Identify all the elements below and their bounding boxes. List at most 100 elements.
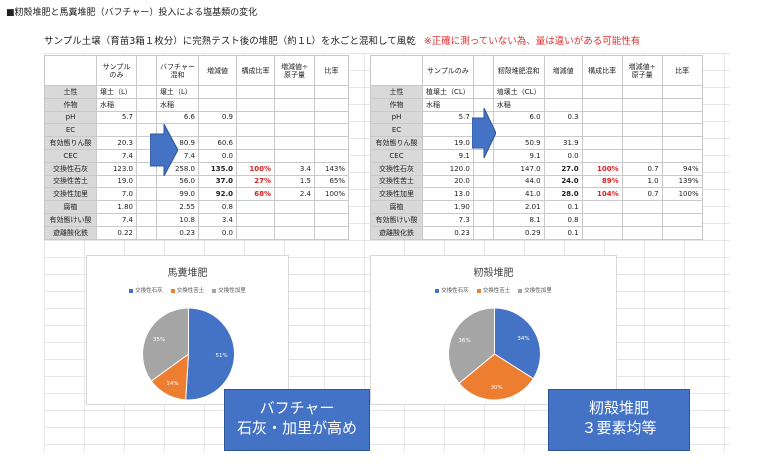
table-cell: 27.0	[543, 161, 583, 176]
row-label: CEC	[44, 148, 97, 163]
legend-label: 交換性苦土	[482, 288, 511, 294]
legend-label: 交換性加里	[218, 288, 246, 294]
table-cell	[661, 123, 703, 138]
table-cell: 143%	[314, 161, 349, 176]
pie-plot: 51% 14% 35%	[142, 307, 235, 401]
table-cell	[198, 85, 237, 99]
table-cell: 24.0	[543, 174, 583, 189]
callout-text: 石灰・加里が高め	[236, 419, 357, 437]
legend-swatch	[170, 288, 175, 293]
table-row: 土性 壌土（L） 壌土（L）	[44, 85, 349, 99]
row-label: 交換性加里	[370, 187, 423, 202]
table-cell	[661, 97, 703, 112]
legend-label: 交換性苦土	[176, 288, 205, 294]
table-cell	[236, 148, 275, 163]
table-cell: 0.8	[198, 200, 237, 214]
table-cell: 1.0	[621, 174, 663, 189]
table-cell	[136, 110, 157, 125]
table-cell: 壌土（L）	[156, 85, 199, 99]
legend-label: 交換性加里	[524, 288, 552, 294]
column-header	[44, 55, 97, 86]
table-cell: 0.23	[156, 225, 199, 240]
legend-swatch	[518, 288, 523, 293]
table-cell	[621, 225, 663, 240]
table-cell	[274, 110, 315, 125]
right-arrow-icon	[472, 108, 496, 158]
table-cell: 89%	[581, 174, 623, 189]
table-row: 交換性苦土 20.0 44.0 24.0 89% 1.0 139%	[370, 174, 703, 189]
table-cell: 56.0	[156, 174, 199, 189]
pie-slice	[142, 307, 189, 382]
legend-swatch	[476, 288, 481, 293]
table-cell: 0.23	[422, 225, 474, 240]
chart-legend: 交換性石灰 交換性苦土 交換性加里	[87, 286, 288, 294]
table-cell: 0.22	[96, 225, 137, 240]
table-cell: 水稲	[492, 97, 545, 112]
table-cell: 37.0	[198, 174, 237, 189]
chart-legend: 交換性石灰 交換性苦土 交換性加里	[371, 286, 616, 294]
table-row: CEC 7.4 7.4 0.0	[44, 148, 349, 163]
table-cell: 65%	[314, 174, 349, 189]
table-cell: 7.3	[422, 212, 474, 227]
table-row: 交換性石灰 120.0 147.0 27.0 100% 0.7 94%	[370, 161, 703, 176]
table-cell	[543, 123, 583, 138]
table-cell: 20.3	[96, 136, 137, 150]
pie-plot: 34% 30% 36%	[448, 307, 541, 401]
table-cell	[314, 200, 349, 214]
table-cell	[581, 123, 623, 138]
table-cell	[274, 200, 315, 214]
pie-slice	[458, 353, 535, 401]
column-header: サンプルのみ	[422, 55, 474, 86]
accuracy-note: ※正確に測っていない為、量は違いがある可能性有	[423, 36, 641, 47]
table-cell: 水稲	[422, 97, 474, 112]
row-label: 有効態りん酸	[370, 136, 423, 150]
experiment-description: サンプル土壌（育苗3箱１枚分）に完熟テスト後の堆肥（約１L）を水ごと混和して風乾…	[44, 33, 640, 47]
table-cell	[581, 136, 623, 150]
table-cell: 水稲	[96, 97, 137, 112]
row-label: 交換性石灰	[370, 161, 423, 176]
table-cell	[543, 97, 583, 112]
table-cell: 68%	[236, 187, 275, 202]
table-row: 作物 水稲 水稲	[370, 97, 703, 112]
table-cell	[472, 174, 494, 189]
legend-swatch	[435, 288, 440, 293]
table-cell	[236, 200, 275, 214]
table-cell: 6.6	[156, 110, 199, 125]
table-cell: 0.0	[198, 148, 237, 163]
table-cell	[314, 148, 349, 163]
table-cell: 1.90	[422, 200, 474, 214]
column-header: 構成比率	[581, 55, 623, 86]
table-cell	[274, 85, 315, 99]
table-cell	[96, 123, 137, 138]
pie-slice	[185, 307, 235, 401]
table-cell: 60.6	[198, 136, 237, 150]
table-row: 土性 植壌土（CL） 埴壌土（CL）	[370, 85, 703, 99]
table-cell: 8.1	[492, 212, 545, 227]
table-cell	[236, 110, 275, 125]
row-label: 交換性苦土	[370, 174, 423, 189]
slice-data-label: 35%	[153, 337, 165, 343]
table-cell: 147.0	[492, 161, 545, 176]
legend-item: 交換性苦土	[476, 286, 511, 294]
table-cell: 0.1	[543, 200, 583, 214]
column-header: 増減値	[543, 55, 583, 86]
table-cell	[136, 174, 157, 189]
table-cell	[472, 187, 494, 202]
table-cell: 0.29	[492, 225, 545, 240]
table-cell: 3.4	[198, 212, 237, 227]
table-cell	[621, 200, 663, 214]
table-row: 交換性加里 13.0 41.0 28.0 104% 0.7 100%	[370, 187, 703, 202]
table-cell: 44.0	[492, 174, 545, 189]
table-cell: 94%	[661, 161, 703, 176]
table-row: pH 5.7 6.6 0.9	[44, 110, 349, 125]
table-row: 交換性苦土 19.0 56.0 37.0 27% 1.5 65%	[44, 174, 349, 189]
row-label: 有効態けい酸	[44, 212, 97, 227]
table-cell	[472, 212, 494, 227]
table-cell: 0.7	[621, 161, 663, 176]
table-cell: 壌土（L）	[96, 85, 137, 99]
table-cell	[581, 85, 623, 99]
table-cell	[621, 148, 663, 163]
table-cell	[274, 97, 315, 112]
callout-title: バフチャー	[259, 399, 335, 417]
table-cell	[543, 85, 583, 99]
